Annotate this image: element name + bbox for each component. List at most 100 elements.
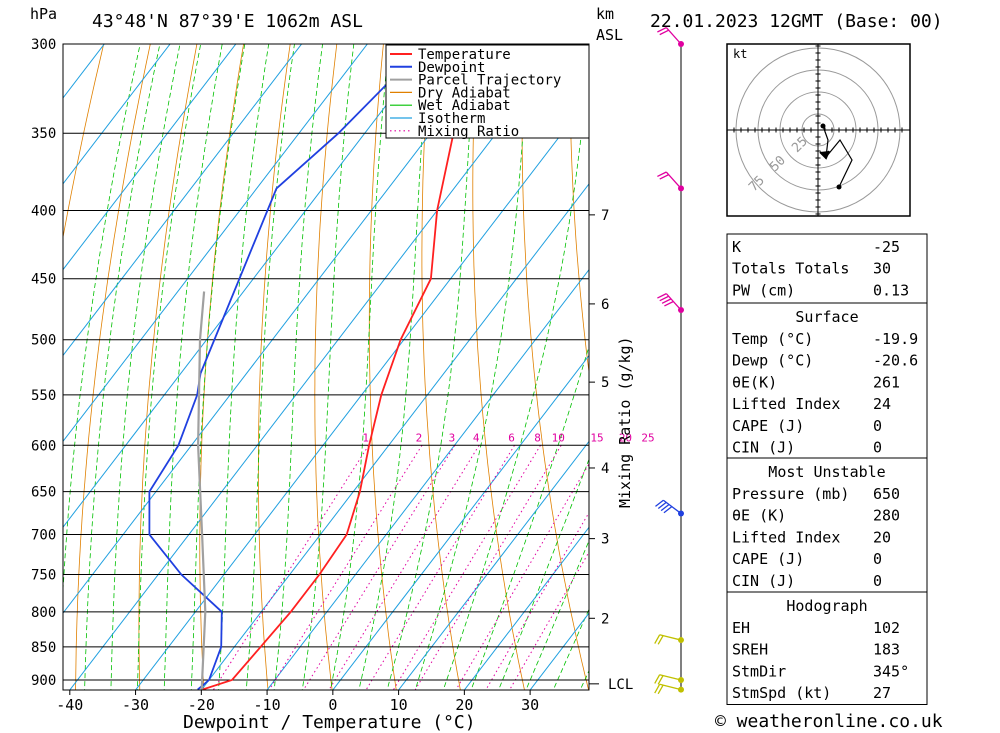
dry-adiabat-line	[199, 44, 245, 690]
wind-barb-feather	[655, 499, 664, 507]
index-label: PW (cm)	[732, 281, 795, 299]
wet-adiabat-line	[414, 44, 530, 690]
indices-section-box	[726, 591, 928, 705]
mixing-ratio-line	[268, 445, 423, 690]
wind-barb-feather	[657, 293, 667, 299]
legend-entry: Parcel Trajectory	[418, 73, 561, 89]
dewpoint-line	[148, 44, 428, 690]
pressure-tick-label: 700	[31, 528, 56, 544]
wind-barb	[654, 674, 682, 685]
mixing-ratio-line	[328, 445, 480, 690]
wet-adiabat-line	[525, 539, 589, 690]
x-tick-label: 0	[328, 696, 337, 714]
surface-value: 261	[873, 373, 900, 391]
pressure-tick-label: 650	[31, 485, 56, 501]
parcel-trajectory-line	[196, 291, 207, 690]
x-tick-label: -40	[56, 696, 83, 714]
isotherm-line	[332, 354, 589, 690]
most-unstable-label: Pressure (mb)	[732, 485, 849, 503]
dry-adiabat-line	[521, 44, 589, 690]
mixing-ratio-line	[414, 445, 562, 690]
wind-barb	[655, 499, 682, 514]
x-tick-label: 10	[390, 696, 408, 714]
copyright: © weatheronline.co.uk	[715, 711, 943, 732]
hodograph-unit: kt	[733, 47, 747, 61]
hodograph-index-label: EH	[732, 619, 750, 637]
wind-barb	[657, 171, 682, 189]
wet-adiabat-line	[330, 44, 390, 690]
wind-barb-feather	[660, 503, 670, 512]
most-unstable-value: 280	[873, 507, 900, 525]
wet-adiabat-line	[245, 44, 295, 690]
dry-adiabat-line	[940, 24, 1000, 699]
wind-barb	[654, 634, 682, 645]
surface-value: -19.9	[873, 330, 918, 348]
mixing-ratio-line	[212, 445, 370, 690]
unit-hpa: hPa	[30, 5, 57, 23]
axes-layer: 1 2 3 4 6 8 10 15 20 2530035040045050055060065070…	[31, 37, 655, 714]
most-unstable-label: CAPE (J)	[732, 550, 804, 568]
x-tick-label: 30	[521, 696, 539, 714]
wet-adiabat-line	[190, 44, 246, 690]
x-axis-label: Dewpoint / Temperature (°C)	[183, 712, 476, 733]
wind-barb	[654, 683, 682, 695]
hodograph-index-value: 183	[873, 641, 900, 659]
dry-adiabat-line	[986, 24, 1000, 699]
pressure-tick-label: 900	[31, 673, 56, 689]
hodograph-trace	[822, 125, 853, 188]
wind-barb-feather	[654, 674, 661, 684]
wind-barb-staff	[665, 27, 682, 45]
background-lines	[63, 24, 1000, 699]
index-label: K	[732, 238, 741, 256]
wet-adiabat-line	[63, 44, 141, 598]
wind-barb-feather	[661, 298, 672, 304]
wind-barb-feather	[663, 506, 673, 514]
index-value: -25	[873, 238, 900, 256]
x-tick-label: 20	[455, 696, 473, 714]
dry-adiabat-line	[569, 44, 589, 376]
indices-section-box	[726, 233, 928, 304]
temperature-line	[202, 44, 500, 690]
hodograph-index-value: 102	[873, 619, 900, 637]
wind-barb-feather	[654, 634, 661, 644]
isotherm-line	[397, 440, 589, 690]
isotherm-line	[266, 268, 589, 690]
x-tick-label: -10	[254, 696, 281, 714]
wet-adiabat-line	[163, 44, 223, 690]
pressure-tick-label: 550	[31, 388, 56, 404]
wet-adiabat-line	[137, 44, 202, 690]
dry-adiabat-line	[258, 44, 291, 690]
indices-table: K -25 Totals Totals 30 PW (cm) 0.13 Surface Tem…	[726, 233, 928, 705]
plot-frame	[62, 43, 590, 691]
most-unstable-value: 650	[873, 485, 900, 503]
wind-barb	[657, 27, 682, 45]
mixing-ratio-line	[302, 445, 456, 690]
most-unstable-value: 0	[873, 572, 882, 590]
mixing-ratio-label: 3	[449, 431, 456, 444]
most-unstable-title: Most Unstable	[768, 463, 885, 481]
indices-section-box	[726, 302, 928, 460]
dry-adiabat-line	[75, 44, 151, 690]
pressure-tick-label: 800	[31, 605, 56, 621]
wet-adiabat-line	[386, 44, 476, 690]
hodograph-index-label: StmDir	[732, 662, 786, 680]
isotherm-line	[63, 44, 303, 357]
mixing-ratio-line	[455, 462, 589, 690]
hodograph-index-value: 27	[873, 684, 891, 702]
dry-adiabat-line	[63, 44, 105, 240]
wind-barb-feather	[657, 675, 664, 685]
isotherm-line	[63, 44, 105, 99]
wind-barb-staff	[665, 171, 682, 189]
mixing-ratio-label: 6	[508, 431, 515, 444]
surface-label: Temp (°C)	[732, 330, 813, 348]
hodograph-storm-marker	[819, 150, 830, 160]
mixing-ratio-label: 15	[590, 431, 603, 444]
legend-entry: Dewpoint	[418, 60, 485, 76]
wind-barb-feather	[659, 295, 669, 302]
hodograph-index-value: 345°	[873, 662, 909, 680]
isotherm-line	[463, 526, 589, 690]
most-unstable-label: CIN (J)	[732, 572, 795, 590]
isotherm-line	[63, 44, 237, 271]
